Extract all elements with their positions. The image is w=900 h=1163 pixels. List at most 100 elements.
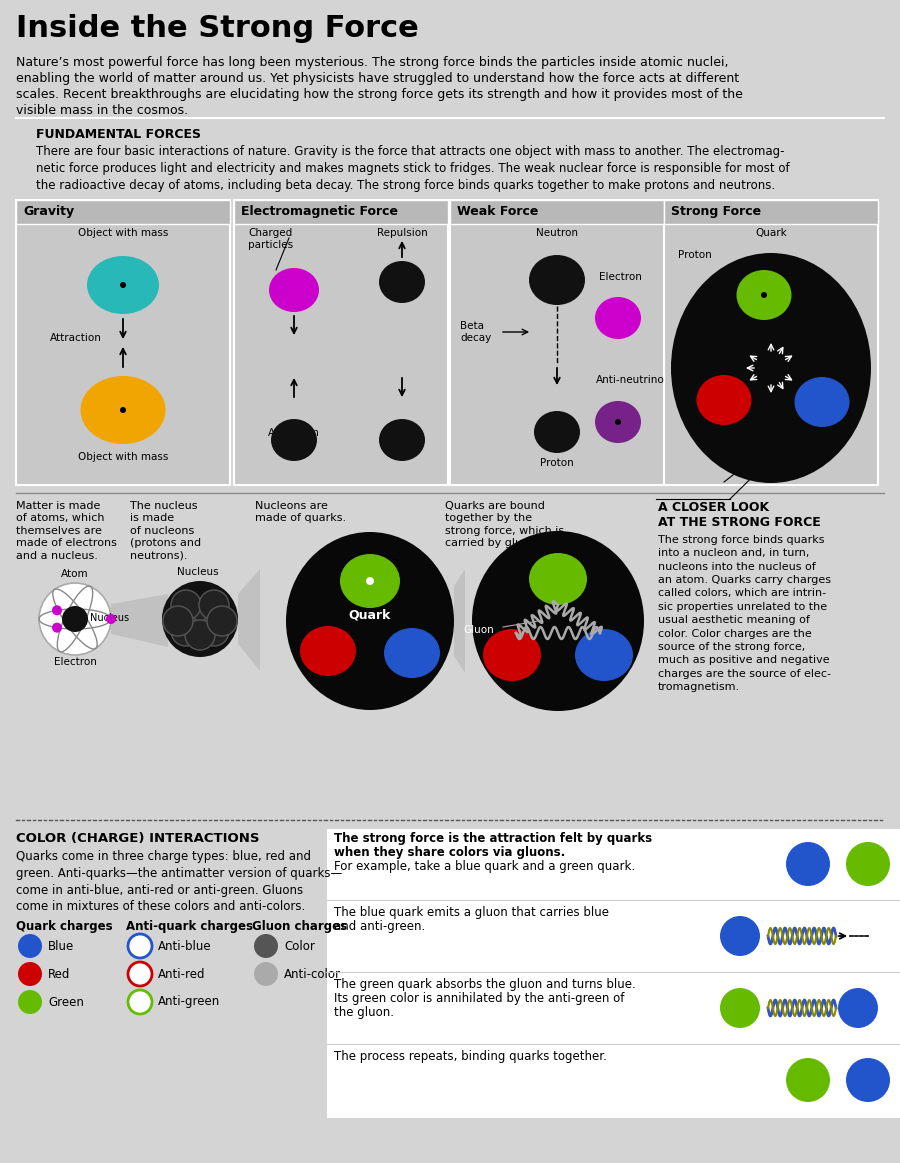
Text: Electron: Electron bbox=[54, 657, 96, 668]
Text: Color: Color bbox=[284, 940, 315, 952]
Text: Quark: Quark bbox=[349, 608, 392, 621]
Circle shape bbox=[786, 1058, 830, 1103]
Ellipse shape bbox=[286, 531, 454, 709]
Text: Nucleons are
made of quarks.: Nucleons are made of quarks. bbox=[255, 501, 346, 523]
Circle shape bbox=[720, 989, 760, 1028]
Text: Beta
decay: Beta decay bbox=[460, 321, 491, 343]
Circle shape bbox=[128, 934, 152, 958]
Text: Proton: Proton bbox=[678, 250, 712, 261]
Text: Quark charges: Quark charges bbox=[16, 920, 112, 933]
Circle shape bbox=[846, 842, 890, 886]
Text: Anti-green: Anti-green bbox=[158, 996, 220, 1008]
Circle shape bbox=[120, 407, 126, 413]
Text: +: + bbox=[548, 422, 566, 442]
Ellipse shape bbox=[575, 629, 633, 682]
Text: The green quark absorbs the gluon and turns blue.: The green quark absorbs the gluon and tu… bbox=[334, 978, 635, 991]
Ellipse shape bbox=[379, 419, 425, 461]
Text: +: + bbox=[392, 430, 411, 450]
Text: Attraction: Attraction bbox=[268, 428, 320, 438]
Bar bbox=[234, 200, 448, 224]
Ellipse shape bbox=[736, 270, 791, 320]
Text: Blue: Blue bbox=[48, 940, 74, 952]
Circle shape bbox=[162, 582, 238, 657]
Text: Matter is made
of atoms, which
themselves are
made of electrons
and a nucleus.: Matter is made of atoms, which themselve… bbox=[16, 501, 117, 561]
Text: For example, take a blue quark and a green quark.: For example, take a blue quark and a gre… bbox=[334, 859, 635, 873]
Ellipse shape bbox=[671, 254, 871, 483]
Text: Gluon: Gluon bbox=[463, 625, 494, 635]
Circle shape bbox=[761, 292, 767, 298]
Text: Nucleus: Nucleus bbox=[90, 613, 129, 623]
Bar bbox=[450, 200, 664, 224]
Ellipse shape bbox=[595, 297, 641, 338]
Circle shape bbox=[199, 616, 229, 645]
Text: Quarks are bound
together by the
strong force, which is
carried by gluons.: Quarks are bound together by the strong … bbox=[445, 501, 564, 548]
Ellipse shape bbox=[697, 374, 752, 424]
Text: Anti-blue: Anti-blue bbox=[158, 940, 211, 952]
Text: Proton: Proton bbox=[540, 458, 574, 468]
Text: Attraction: Attraction bbox=[50, 333, 102, 343]
Circle shape bbox=[106, 614, 116, 625]
Ellipse shape bbox=[87, 256, 159, 314]
Text: the gluon.: the gluon. bbox=[334, 1006, 394, 1019]
Text: The strong force binds quarks
into a nucleon and, in turn,
nucleons into the nuc: The strong force binds quarks into a nuc… bbox=[658, 535, 831, 692]
Bar bbox=[664, 200, 878, 224]
Circle shape bbox=[615, 419, 621, 424]
Bar bbox=[234, 200, 448, 485]
Text: A CLOSER LOOK
AT THE STRONG FORCE: A CLOSER LOOK AT THE STRONG FORCE bbox=[658, 501, 821, 529]
Ellipse shape bbox=[379, 261, 425, 304]
Ellipse shape bbox=[795, 377, 850, 427]
Text: −: − bbox=[284, 280, 303, 300]
Circle shape bbox=[199, 590, 229, 620]
Ellipse shape bbox=[300, 626, 356, 676]
Ellipse shape bbox=[384, 628, 440, 678]
Text: Object with mass: Object with mass bbox=[77, 228, 168, 238]
Circle shape bbox=[254, 934, 278, 958]
Text: +: + bbox=[284, 430, 303, 450]
Text: Anti-red: Anti-red bbox=[158, 968, 205, 980]
Text: Inside the Strong Force: Inside the Strong Force bbox=[16, 14, 418, 43]
Polygon shape bbox=[111, 594, 168, 647]
Text: Gluon charges: Gluon charges bbox=[252, 920, 347, 933]
Circle shape bbox=[171, 590, 201, 620]
Circle shape bbox=[62, 606, 88, 632]
Text: Anti-neutrino: Anti-neutrino bbox=[596, 374, 664, 385]
Circle shape bbox=[171, 616, 201, 645]
Ellipse shape bbox=[340, 554, 400, 608]
Ellipse shape bbox=[595, 401, 641, 443]
Text: Green: Green bbox=[48, 996, 84, 1008]
Circle shape bbox=[18, 934, 42, 958]
Text: Nature’s most powerful force has long been mysterious. The strong force binds th: Nature’s most powerful force has long be… bbox=[16, 56, 742, 117]
Circle shape bbox=[163, 606, 193, 636]
Circle shape bbox=[39, 583, 111, 655]
Text: when they share colors via gluons.: when they share colors via gluons. bbox=[334, 846, 565, 859]
Text: Anti-color: Anti-color bbox=[284, 968, 341, 980]
Ellipse shape bbox=[529, 552, 587, 605]
Text: The strong force is the attraction felt by quarks: The strong force is the attraction felt … bbox=[334, 832, 652, 846]
Circle shape bbox=[846, 1058, 890, 1103]
Text: Its green color is annihilated by the anti-green of: Its green color is annihilated by the an… bbox=[334, 992, 625, 1005]
Text: Electron: Electron bbox=[598, 272, 642, 281]
Ellipse shape bbox=[271, 419, 317, 461]
Text: Anti-quark charges: Anti-quark charges bbox=[126, 920, 253, 933]
Circle shape bbox=[18, 990, 42, 1014]
Text: Atom: Atom bbox=[61, 569, 89, 579]
Text: Charged
particles: Charged particles bbox=[248, 228, 293, 250]
Text: Quarks come in three charge types: blue, red and
green. Anti-quarks—the antimatt: Quarks come in three charge types: blue,… bbox=[16, 850, 342, 913]
Ellipse shape bbox=[269, 267, 319, 312]
Text: Weak Force: Weak Force bbox=[457, 205, 538, 217]
Circle shape bbox=[254, 962, 278, 986]
Circle shape bbox=[185, 602, 215, 632]
Circle shape bbox=[52, 605, 62, 615]
Circle shape bbox=[128, 962, 152, 986]
Text: −: − bbox=[608, 308, 627, 328]
Polygon shape bbox=[238, 569, 260, 671]
Circle shape bbox=[207, 606, 237, 636]
Text: Red: Red bbox=[48, 968, 70, 980]
Circle shape bbox=[185, 620, 215, 650]
Text: Nucleus: Nucleus bbox=[177, 568, 219, 577]
Text: Electromagnetic Force: Electromagnetic Force bbox=[241, 205, 398, 217]
Text: and anti-green.: and anti-green. bbox=[334, 920, 425, 933]
Text: Gravity: Gravity bbox=[23, 205, 74, 217]
Text: Strong Force: Strong Force bbox=[671, 205, 761, 217]
Circle shape bbox=[52, 622, 62, 633]
